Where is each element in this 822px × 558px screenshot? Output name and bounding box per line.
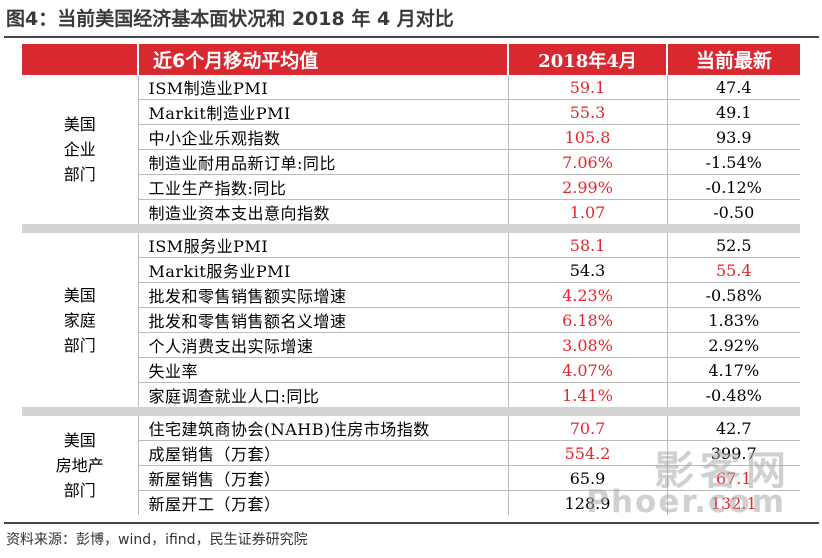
value-latest: 93.9 <box>667 124 800 150</box>
value-2018-april: 4.07% <box>508 357 668 383</box>
indicator-cell: 成屋销售（万套） <box>138 440 509 466</box>
indicator-cell: 个人消费支出实际增速 <box>138 332 509 358</box>
header-indicator: 近6个月移动平均值 <box>138 44 509 75</box>
table-row: 新屋销售（万套） 65.9 67.1 <box>22 465 800 491</box>
category-line: 房地产 <box>55 456 104 475</box>
value-latest: 47.4 <box>667 75 800 100</box>
value-latest: 2.92% <box>667 332 800 358</box>
value-2018-april: 7.06% <box>508 149 668 175</box>
indicator-cell: 工业生产指数:同比 <box>138 174 509 200</box>
table-row: 美国 企业 部门 ISM制造业PMI 59.1 47.4 <box>22 75 800 224</box>
category-cell: 美国 企业 部门 <box>22 75 139 224</box>
value-2018-april: 105.8 <box>508 124 668 150</box>
header-2018-april: 2018年4月 <box>508 44 668 75</box>
value-latest: 55.4 <box>667 257 800 283</box>
table-row: 制造业资本支出意向指数 1.07 -0.50 <box>22 199 800 224</box>
category-line: 部门 <box>63 335 96 355</box>
value-2018-april: 54.3 <box>508 257 668 283</box>
value-latest: -0.12% <box>667 174 800 200</box>
header-category <box>22 44 139 75</box>
indicator-cell: 制造业资本支出意向指数 <box>138 199 509 224</box>
indicator-cell: 失业率 <box>138 357 509 383</box>
category-line: 美国 <box>63 431 96 450</box>
value-2018-april: 4.23% <box>508 282 668 308</box>
indicator-cell: 中小企业乐观指数 <box>138 124 509 150</box>
indicator-cell: 新屋开工（万套） <box>138 490 509 515</box>
value-latest: -0.58% <box>667 282 800 308</box>
value-2018-april: 554.2 <box>508 440 668 466</box>
header-row: 近6个月移动平均值 2018年4月 当前最新 <box>22 44 800 75</box>
category-cell: 美国 家庭 部门 <box>22 233 139 407</box>
value-2018-april: 2.99% <box>508 174 668 200</box>
category-line: 家庭 <box>63 310 96 330</box>
value-2018-april: 55.3 <box>508 99 668 125</box>
indicator-cell: Markit服务业PMI <box>138 257 509 283</box>
group-separator-cell <box>22 407 800 416</box>
indicator-cell: 批发和零售销售额名义增速 <box>138 307 509 333</box>
table-row: 批发和零售销售额实际增速 4.23% -0.58% <box>22 282 800 308</box>
top-rule <box>4 36 819 38</box>
table-row: 失业率 4.07% 4.17% <box>22 357 800 383</box>
table-row: 家庭调查就业人口:同比 1.41% -0.48% <box>22 382 800 407</box>
value-latest: 132.1 <box>710 493 757 513</box>
indicator-cell: 新屋销售（万套） <box>138 465 509 491</box>
value-2018-april: 1.07 <box>508 199 668 224</box>
value-latest: 4.17% <box>667 357 800 383</box>
table-row: 制造业耐用品新订单:同比 7.06% -1.54% <box>22 149 800 175</box>
category-line: 企业 <box>63 140 96 159</box>
table-row: 新屋开工（万套） 128.9 132.1 <box>22 490 800 515</box>
indicator-cell: ISM制造业PMI <box>138 75 509 100</box>
category-line: 美国 <box>63 285 96 305</box>
value-2018-april: 59.1 <box>508 75 668 100</box>
value-latest: 42.7 <box>667 416 800 441</box>
value-2018-april: 70.7 <box>508 416 668 441</box>
value-2018-april: 3.08% <box>508 332 668 358</box>
indicator-cell: ISM服务业PMI <box>138 233 509 258</box>
category-line: 美国 <box>63 115 96 134</box>
indicator-cell: 住宅建筑商协会(NAHB)住房市场指数 <box>138 416 509 441</box>
comparison-table: 近6个月移动平均值 2018年4月 当前最新 美国 企业 部门 ISM制造业PMI 59… <box>22 44 800 515</box>
value-latest: 1.83% <box>667 307 800 333</box>
value-latest: -0.50 <box>713 202 755 222</box>
value-2018-april: 1.41% <box>508 382 668 407</box>
indicator-cell: 家庭调查就业人口:同比 <box>138 382 509 407</box>
header-latest: 当前最新 <box>667 44 800 75</box>
table-row: 工业生产指数:同比 2.99% -0.12% <box>22 174 800 200</box>
group-separator <box>22 224 800 233</box>
bottom-rule <box>4 522 819 524</box>
value-2018-april: 128.9 <box>508 490 668 515</box>
value-latest: -0.48% <box>705 385 762 405</box>
value-2018-april: 58.1 <box>508 233 668 258</box>
value-latest: 67.1 <box>667 465 800 491</box>
group-separator-cell <box>22 224 800 233</box>
category-cell: 美国 房地产 部门 <box>22 416 139 515</box>
source-note: 资料来源：彭博，wind，ifind，民生证券研究院 <box>6 532 308 548</box>
table-row: 成屋销售（万套） 554.2 399.7 <box>22 440 800 466</box>
indicator-cell: 批发和零售销售额实际增速 <box>138 282 509 308</box>
value-latest: 52.5 <box>667 233 800 258</box>
table-body: 美国 企业 部门 ISM制造业PMI 59.1 47.4 Markit制造业PMI 55.3 4… <box>22 75 800 515</box>
value-2018-april: 6.18% <box>508 307 668 333</box>
indicator-cell: Markit制造业PMI <box>138 99 509 125</box>
group-separator <box>22 407 800 416</box>
table-row: 个人消费支出实际增速 3.08% 2.92% <box>22 332 800 358</box>
table-row: 中小企业乐观指数 105.8 93.9 <box>22 124 800 150</box>
figure-title: 图4：当前美国经济基本面状况和 2018 年 4 月对比 <box>6 8 454 30</box>
value-latest: 399.7 <box>667 440 800 466</box>
value-2018-april: 65.9 <box>508 465 668 491</box>
table-row: 批发和零售销售额名义增速 6.18% 1.83% <box>22 307 800 333</box>
value-latest: -1.54% <box>667 149 800 175</box>
category-line: 部门 <box>63 481 96 500</box>
value-latest: 49.1 <box>667 99 800 125</box>
table-row: 美国 房地产 部门 住宅建筑商协会(NAHB)住房市场指数 70.7 42.7 <box>22 416 800 515</box>
table-row: 美国 家庭 部门 ISM服务业PMI 58.1 52.5 <box>22 233 800 407</box>
table-row: Markit服务业PMI 54.3 55.4 <box>22 257 800 283</box>
indicator-cell: 制造业耐用品新订单:同比 <box>138 149 509 175</box>
table-row: Markit制造业PMI 55.3 49.1 <box>22 99 800 125</box>
category-line: 部门 <box>63 165 96 184</box>
